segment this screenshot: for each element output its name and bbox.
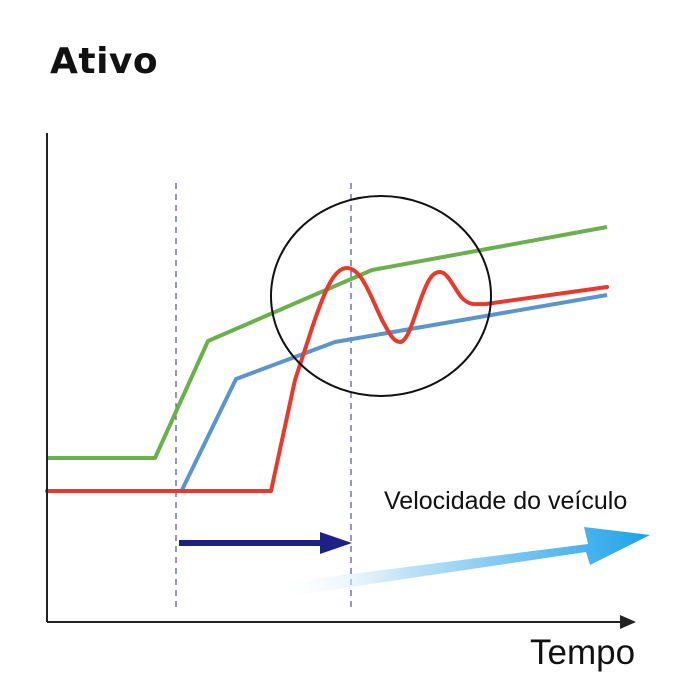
x-axis-arrowhead: [620, 615, 636, 629]
time-arrow-head: [320, 532, 352, 554]
highlight-circle: [270, 195, 492, 397]
blue-line: [179, 293, 608, 493]
speed-arrow: [272, 527, 650, 598]
x-axis-label: Tempo: [530, 633, 635, 672]
green-line: [47, 225, 608, 460]
diagram-title: Ativo: [50, 41, 159, 82]
speed-arrow-label: Velocidade do veículo: [384, 487, 627, 515]
red-line: [45, 266, 609, 493]
